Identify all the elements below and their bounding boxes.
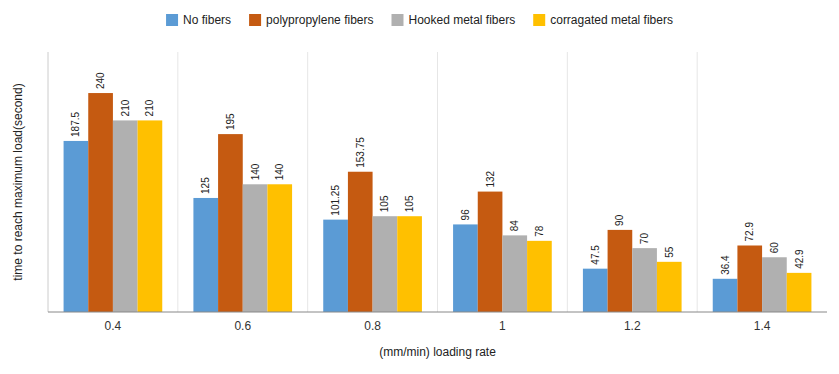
group-separator: [567, 52, 568, 312]
x-axis-title: (mm/min) loading rate: [379, 345, 496, 359]
data-label: 90: [614, 214, 625, 226]
data-label: 36.4: [720, 255, 731, 275]
legend-label: corragated metal fibers: [550, 13, 673, 27]
bar: [478, 192, 503, 312]
data-label: 195: [225, 113, 236, 130]
data-label: 60: [769, 242, 780, 254]
data-label: 210: [120, 99, 131, 116]
bar: [88, 93, 113, 312]
bar: [397, 216, 422, 312]
data-label: 105: [379, 195, 390, 212]
bar: [632, 248, 657, 312]
bars: [64, 93, 812, 312]
bar: [218, 134, 243, 312]
data-label: 47.5: [590, 245, 601, 265]
bar: [737, 245, 762, 312]
bar: [138, 120, 163, 312]
x-tick-label: 1.4: [754, 319, 771, 333]
bar: [267, 184, 292, 312]
data-label: 132: [485, 170, 496, 187]
bar: [527, 241, 552, 312]
bar: [608, 230, 633, 312]
data-label: 101.25: [330, 185, 341, 216]
x-tick-label: 0.8: [364, 319, 381, 333]
data-label: 55: [664, 246, 675, 258]
bar: [657, 262, 682, 312]
data-label: 125: [200, 177, 211, 194]
legend: No fibers polypropylene fibers Hooked meta…: [166, 13, 673, 27]
bar: [713, 279, 738, 312]
bar: [762, 257, 787, 312]
bar: [583, 269, 608, 312]
bar: [243, 184, 268, 312]
y-axis-line: [48, 52, 49, 312]
bar: [787, 273, 812, 312]
x-tick-label: 1: [499, 319, 506, 333]
data-label: 84: [509, 220, 520, 232]
data-label: 105: [404, 195, 415, 212]
x-tick-label: 0.6: [234, 319, 251, 333]
data-label: 140: [274, 163, 285, 180]
x-tick-label: 0.4: [105, 319, 122, 333]
data-labels: 187.5 125 101.25 96 47.5 36.4 240 195 153.75 132 9…: [70, 72, 804, 275]
bar: [64, 141, 89, 312]
bar: [502, 235, 527, 312]
group-separator: [697, 52, 698, 312]
data-label: 96: [460, 209, 471, 221]
legend-label: Hooked metal fibers: [408, 13, 515, 27]
group-separator: [177, 52, 178, 312]
data-label: 140: [250, 163, 261, 180]
bar: [348, 172, 373, 312]
legend-swatch: [249, 14, 261, 26]
bar: [113, 120, 138, 312]
group-separator: [307, 52, 308, 312]
x-tick-label: 1.2: [624, 319, 641, 333]
data-label: 187.5: [70, 111, 81, 136]
bar: [373, 216, 398, 312]
data-label: 240: [95, 72, 106, 89]
bar: [323, 220, 348, 312]
legend-label: No fibers: [183, 13, 231, 27]
data-label: 70: [639, 233, 650, 245]
data-label: 153.75: [355, 137, 366, 168]
chart: 187.5 125 101.25 96 47.5 36.4 240 195 153.75 132 9…: [0, 0, 839, 374]
bar: [453, 224, 478, 312]
data-label: 210: [144, 99, 155, 116]
group-separator: [437, 52, 438, 312]
bar: [193, 198, 218, 312]
legend-swatch: [533, 14, 545, 26]
y-axis-title: time to reach maximum load(second): [11, 83, 25, 280]
legend-swatch: [166, 14, 178, 26]
data-label: 78: [534, 225, 545, 237]
data-label: 42.9: [794, 249, 805, 269]
x-axis-line: [48, 312, 827, 313]
legend-swatch: [391, 14, 403, 26]
legend-label: polypropylene fibers: [266, 13, 373, 27]
data-label: 72.9: [744, 222, 755, 242]
